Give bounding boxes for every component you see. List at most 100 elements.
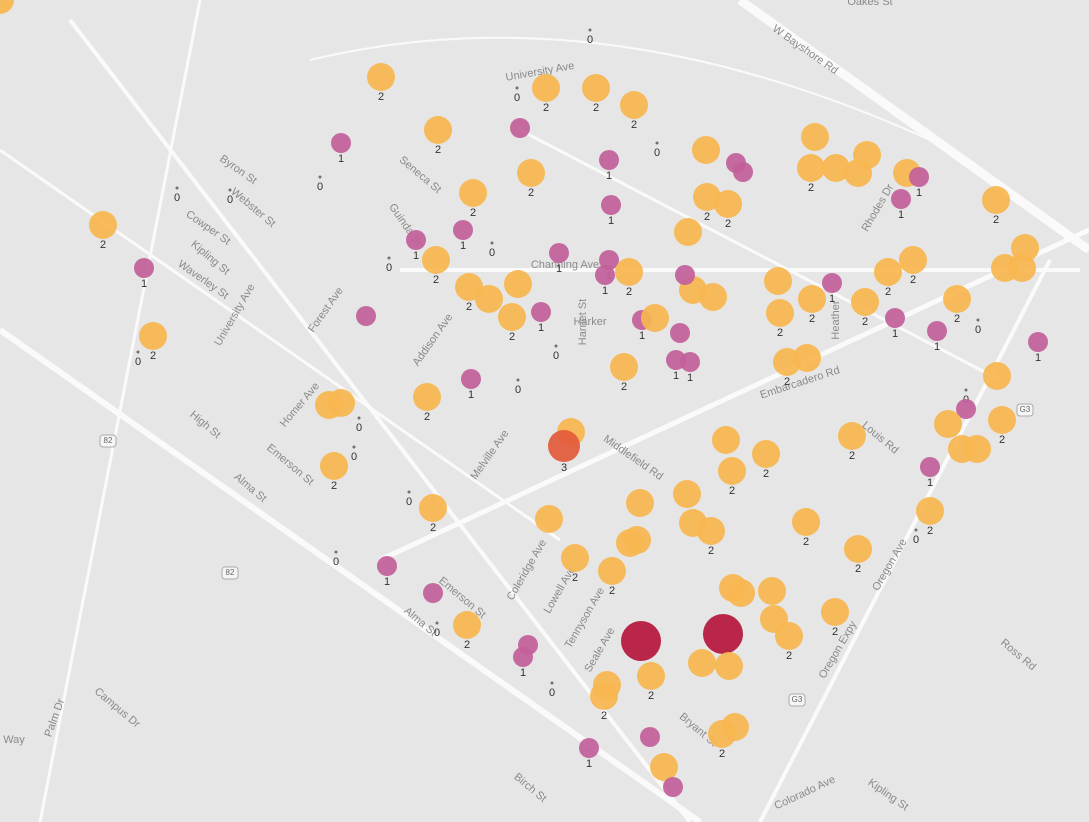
point <box>352 445 356 449</box>
street-label: Harker <box>573 316 606 328</box>
point <box>550 681 554 685</box>
point <box>453 220 473 240</box>
point-label: 2 <box>954 313 960 325</box>
point-label: 1 <box>384 576 390 588</box>
point-label: 2 <box>725 218 731 230</box>
point <box>419 494 447 522</box>
point-label: 1 <box>468 389 474 401</box>
point-label: 2 <box>808 182 814 194</box>
street-label: Channing Ave <box>531 259 599 271</box>
point <box>982 186 1010 214</box>
point <box>475 285 503 313</box>
point <box>139 322 167 350</box>
point-label: 2 <box>809 313 815 325</box>
point <box>407 490 411 494</box>
point <box>517 159 545 187</box>
point <box>367 63 395 91</box>
point-label: 2 <box>150 350 156 362</box>
point <box>134 258 154 278</box>
road-shield <box>1016 403 1034 417</box>
point <box>331 133 351 153</box>
point-label: 0 <box>386 262 392 274</box>
point <box>885 308 905 328</box>
shield-label: 82 <box>226 568 235 577</box>
point-label: 2 <box>430 522 436 534</box>
point-label: 1 <box>602 285 608 297</box>
point <box>714 190 742 218</box>
point <box>699 283 727 311</box>
point <box>89 211 117 239</box>
point-label: 0 <box>489 247 495 259</box>
point <box>851 288 879 316</box>
point <box>461 369 481 389</box>
point-label: 2 <box>704 211 710 223</box>
point-label: 3 <box>561 462 567 474</box>
point <box>650 753 678 781</box>
point-label: 2 <box>885 286 891 298</box>
point-label: 1 <box>898 209 904 221</box>
point <box>623 526 651 554</box>
street-label: Way <box>3 734 25 746</box>
point <box>976 318 980 322</box>
point-label: 1 <box>460 240 466 252</box>
shield-label: 82 <box>104 436 113 445</box>
point <box>822 273 842 293</box>
point <box>916 497 944 525</box>
point <box>641 304 669 332</box>
point-label: 2 <box>378 91 384 103</box>
point-label: 1 <box>538 322 544 334</box>
point-label: 2 <box>832 626 838 638</box>
point <box>423 583 443 603</box>
point-label: 2 <box>763 468 769 480</box>
point-label: 2 <box>601 710 607 722</box>
point <box>793 344 821 372</box>
point-label: 1 <box>1035 352 1041 364</box>
point <box>874 258 902 286</box>
point-label: 2 <box>433 274 439 286</box>
point <box>899 246 927 274</box>
point <box>692 136 720 164</box>
point-label: 1 <box>892 328 898 340</box>
road-shield <box>221 566 239 580</box>
point <box>515 86 519 90</box>
point <box>640 727 660 747</box>
point-label: 2 <box>631 119 637 131</box>
point <box>599 250 619 270</box>
point <box>964 388 968 392</box>
point <box>548 430 580 462</box>
point-label: 1 <box>608 215 614 227</box>
points: 2022202101221122221000212011200111222101… <box>0 0 1048 797</box>
point <box>320 452 348 480</box>
point <box>909 167 929 187</box>
point-label: 2 <box>999 434 1005 446</box>
point <box>943 285 971 313</box>
point-label: 0 <box>356 422 362 434</box>
point-label: 2 <box>470 207 476 219</box>
point <box>621 621 661 661</box>
point-label: 2 <box>849 450 855 462</box>
point-label: 1 <box>606 170 612 182</box>
point <box>532 74 560 102</box>
point-label: 0 <box>587 34 593 46</box>
point <box>801 123 829 151</box>
point-label: 2 <box>708 545 714 557</box>
point-label: 0 <box>515 384 521 396</box>
street-label: Oakes St <box>847 0 892 8</box>
point <box>853 141 881 169</box>
point <box>983 362 1011 390</box>
point-label: 2 <box>528 187 534 199</box>
point <box>934 410 962 438</box>
point <box>413 383 441 411</box>
point-label: 1 <box>687 372 693 384</box>
point-label: 2 <box>466 301 472 313</box>
street-label: Heather <box>830 300 842 339</box>
point-label: 2 <box>424 411 430 423</box>
point-label: 0 <box>351 451 357 463</box>
point-label: 2 <box>855 563 861 575</box>
point <box>498 303 526 331</box>
point <box>766 299 794 327</box>
point <box>315 391 343 419</box>
point <box>459 179 487 207</box>
point-label: 1 <box>927 477 933 489</box>
